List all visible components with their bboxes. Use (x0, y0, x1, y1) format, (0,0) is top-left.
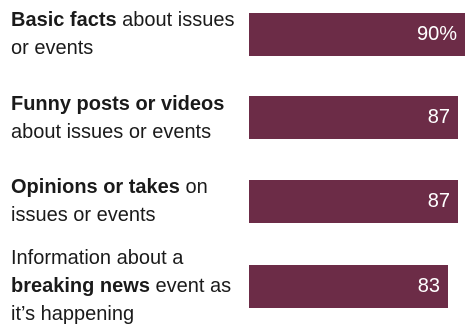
bar (249, 96, 458, 139)
bar (249, 265, 448, 308)
category-label-part: Basic facts (11, 9, 117, 31)
value-label: 83 (417, 275, 440, 297)
value-label: 87 (427, 190, 450, 212)
value-label: 90% (416, 23, 457, 45)
category-label-part: breaking news (11, 275, 150, 297)
category-label-part: Information about a (11, 247, 184, 269)
category-label: Information about a breaking news event … (11, 244, 247, 328)
value-label: 87 (427, 106, 450, 128)
category-label: Funny posts or videos about issues or ev… (11, 90, 247, 146)
category-label-part: event as it’s happening (11, 275, 232, 325)
category-label: Opinions or takes on issues or events (11, 173, 247, 229)
bar (249, 13, 465, 56)
category-label-part: on issues or events (11, 176, 208, 226)
bar (249, 180, 458, 223)
category-label-part: Funny posts or videos (11, 93, 225, 115)
category-label-part: Opinions or takes (11, 176, 180, 198)
category-label-part: about issues or events (11, 121, 212, 143)
category-label: Basic facts about issues or events (11, 6, 247, 62)
category-label-part: about issues or events (11, 9, 235, 59)
